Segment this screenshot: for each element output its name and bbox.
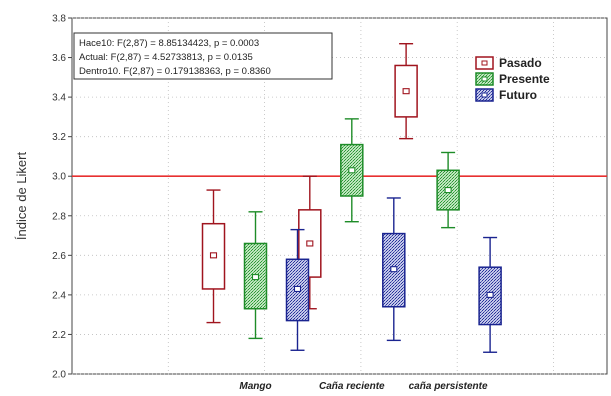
- legend-item-presente: Presente: [475, 72, 550, 86]
- y-tick-label: 3.0: [52, 172, 66, 183]
- box-presente-1: [340, 118, 364, 223]
- y-axis-title: Índice de Likert: [14, 152, 29, 241]
- annotation-box: Hace10: F(2,87) = 8.85134423, p = 0.0003…: [73, 32, 333, 80]
- x-category-label: Mango: [239, 381, 271, 392]
- mean-marker: [348, 167, 356, 174]
- mean-marker: [306, 240, 314, 247]
- mean-marker: [486, 291, 494, 298]
- legend-label-futuro: Futuro: [499, 88, 537, 102]
- y-tick-label: 3.4: [52, 93, 66, 104]
- grid: [72, 17, 607, 375]
- legend-label-presente: Presente: [499, 72, 550, 86]
- x-category-label: caña persistente: [409, 381, 488, 392]
- mean-marker: [293, 285, 302, 293]
- annotation-line-1: Hace10: F(2,87) = 8.85134423, p = 0.0003: [79, 38, 259, 49]
- box-futuro-2: [478, 236, 502, 353]
- box-layer: [201, 43, 502, 353]
- y-tick-label: 2.4: [52, 290, 66, 301]
- x-category-label: Caña reciente: [319, 381, 385, 392]
- annotation-line-2: Actual: F(2,87) = 4.52733813, p = 0.0135: [79, 52, 253, 63]
- y-tick-label: 2.8: [52, 211, 66, 222]
- box-futuro-0: [285, 228, 310, 351]
- legend-item-futuro: Futuro: [475, 88, 537, 102]
- y-tick-label: 3.6: [52, 53, 66, 64]
- mean-marker: [402, 88, 410, 95]
- y-tick-label: 2.2: [52, 330, 66, 341]
- mean-marker: [444, 187, 452, 194]
- mean-marker: [251, 274, 260, 281]
- legend-swatch-pasado: [475, 56, 494, 70]
- tick-layer: 2.0 2.2 2.4 2.6 2.8 3.0 3.2 3.4 3.6 3.8 Mango Caña …: [52, 14, 488, 393]
- annotation-line-3: Dentro10. F(2,87) = 0.179138363, p = 0.8…: [79, 66, 271, 77]
- legend: Pasado Presente Futuro: [475, 56, 550, 102]
- y-tick-label: 2.0: [52, 370, 66, 381]
- y-tick-label: 3.2: [52, 132, 66, 143]
- box-futuro-1: [382, 197, 406, 342]
- y-tick-label: 2.6: [52, 251, 66, 262]
- box-presente-2: [436, 151, 460, 229]
- mean-marker: [209, 252, 218, 259]
- legend-label-pasado: Pasado: [499, 56, 542, 70]
- mean-marker: [390, 266, 398, 273]
- y-tick-label: 3.8: [52, 14, 66, 25]
- box-pasado-0: [201, 189, 226, 324]
- box-presente-0: [243, 211, 268, 340]
- legend-item-pasado: Pasado: [475, 56, 542, 70]
- box-pasado-2: [394, 43, 418, 140]
